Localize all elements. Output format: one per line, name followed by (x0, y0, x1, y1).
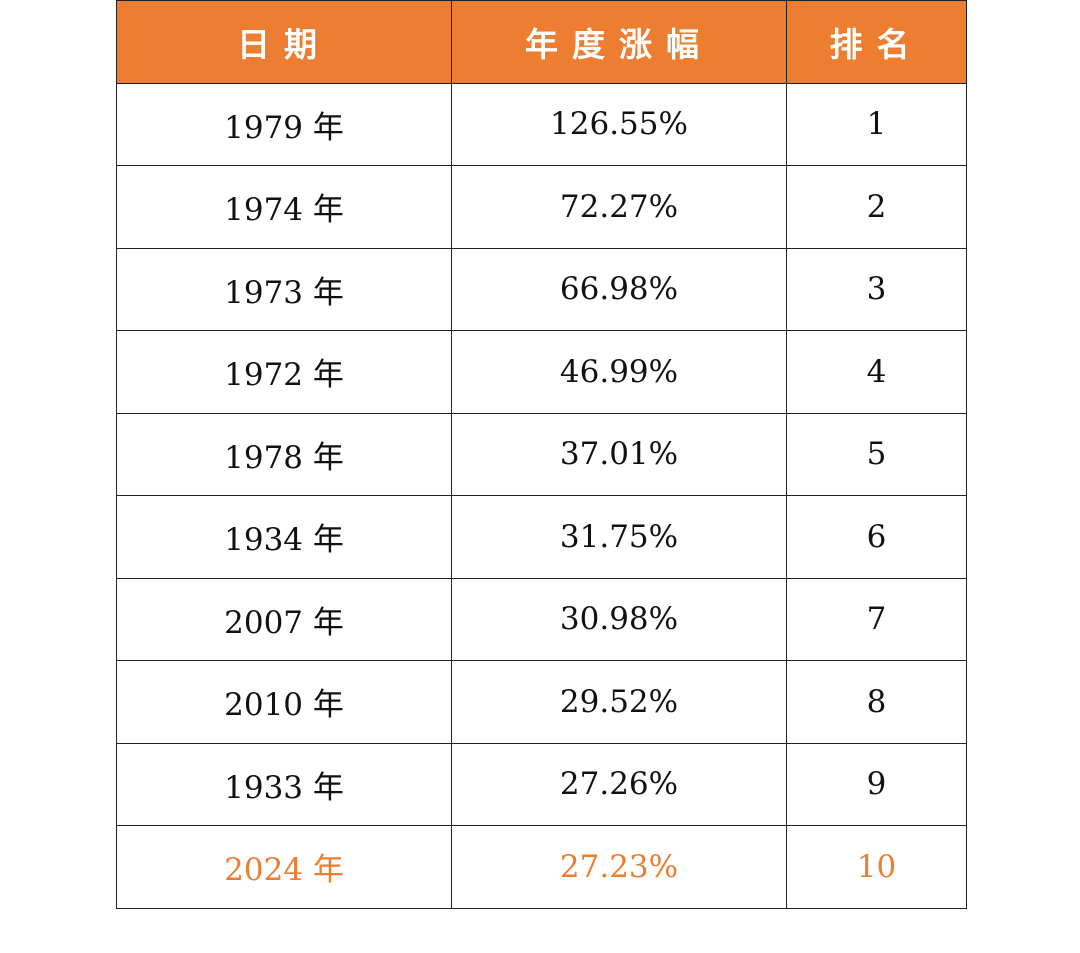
table-row: 1933 年 27.26% 9 (116, 742, 967, 826)
cell-date: 2007 年 (116, 577, 452, 661)
cell-date: 1979 年 (116, 82, 452, 166)
cell-date: 1974 年 (116, 165, 452, 249)
table-body: 1979 年 126.55% 1 1974 年 72.27% 2 1973 年 66.98% 3… (116, 82, 967, 909)
cell-annual-gain: 30.98% (451, 577, 787, 661)
cell-rank: 3 (786, 247, 967, 331)
table-row: 1978 年 37.01% 5 (116, 412, 967, 496)
table-row: 2007 年 30.98% 7 (116, 577, 967, 661)
header-date: 日期 (116, 0, 452, 84)
cell-annual-gain: 72.27% (451, 165, 787, 249)
cell-annual-gain: 37.01% (451, 412, 787, 496)
cell-rank: 9 (786, 742, 967, 826)
cell-rank: 4 (786, 330, 967, 414)
cell-rank: 5 (786, 412, 967, 496)
header-rank: 排名 (786, 0, 967, 84)
cell-rank: 1 (786, 82, 967, 166)
table-row: 2010 年 29.52% 8 (116, 660, 967, 744)
cell-annual-gain: 27.26% (451, 742, 787, 826)
cell-date: 2010 年 (116, 660, 452, 744)
table-row: 1974 年 72.27% 2 (116, 165, 967, 249)
cell-date: 1973 年 (116, 247, 452, 331)
header-row: 日期 年度涨幅 排名 (116, 0, 967, 84)
cell-date: 1978 年 (116, 412, 452, 496)
table-row: 2024 年 27.23% 10 (116, 825, 967, 909)
header-annual-gain: 年度涨幅 (451, 0, 787, 84)
cell-rank: 6 (786, 495, 967, 579)
cell-date: 2024 年 (116, 825, 452, 909)
cell-annual-gain: 66.98% (451, 247, 787, 331)
cell-date: 1934 年 (116, 495, 452, 579)
annual-gain-ranking-table: 日期 年度涨幅 排名 1979 年 126.55% 1 1974 年 72.27% 2 19… (116, 0, 967, 909)
cell-rank: 10 (786, 825, 967, 909)
cell-date: 1933 年 (116, 742, 452, 826)
cell-rank: 7 (786, 577, 967, 661)
cell-annual-gain: 126.55% (451, 82, 787, 166)
cell-rank: 2 (786, 165, 967, 249)
table-row: 1973 年 66.98% 3 (116, 247, 967, 331)
cell-annual-gain: 29.52% (451, 660, 787, 744)
cell-annual-gain: 46.99% (451, 330, 787, 414)
table-row: 1979 年 126.55% 1 (116, 82, 967, 166)
cell-date: 1972 年 (116, 330, 452, 414)
cell-annual-gain: 31.75% (451, 495, 787, 579)
table-row: 1934 年 31.75% 6 (116, 495, 967, 579)
cell-annual-gain: 27.23% (451, 825, 787, 909)
table-row: 1972 年 46.99% 4 (116, 330, 967, 414)
cell-rank: 8 (786, 660, 967, 744)
